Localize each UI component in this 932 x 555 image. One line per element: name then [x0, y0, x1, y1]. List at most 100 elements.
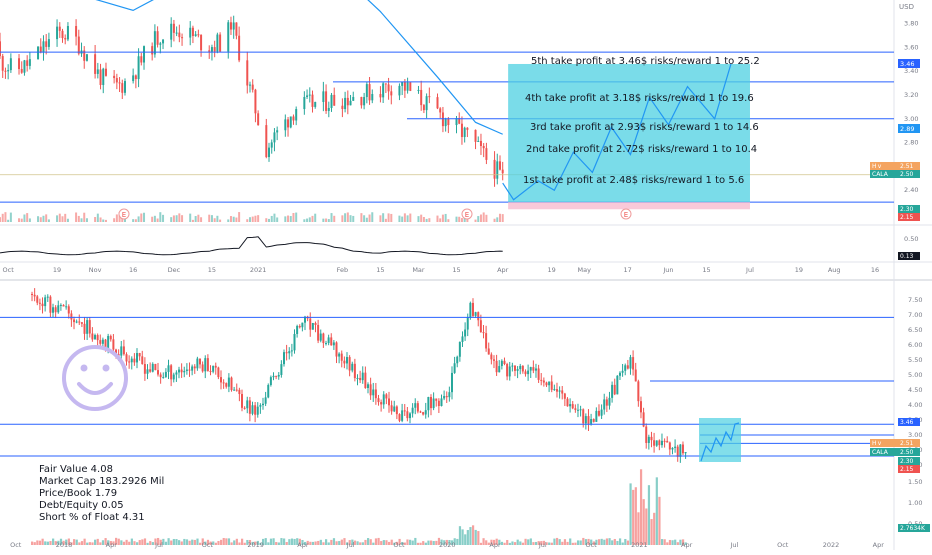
earnings-marker[interactable]: E — [620, 208, 632, 220]
time-tick-label: May — [577, 266, 591, 274]
candle-body — [344, 97, 347, 110]
candle-body — [159, 374, 162, 378]
candle-body — [134, 75, 137, 80]
time-tick-label: Oct — [3, 266, 15, 274]
volume-bar — [395, 541, 399, 545]
volume-bar — [474, 529, 477, 545]
volume-bar — [276, 217, 279, 222]
volume-bar — [629, 483, 632, 545]
candle-body — [684, 452, 687, 454]
volume-bar — [341, 215, 344, 222]
candle-body — [196, 358, 199, 369]
candle-body — [679, 444, 682, 457]
candle-body — [181, 37, 184, 39]
volume-bar — [513, 542, 517, 545]
stop-loss-box[interactable] — [508, 202, 750, 210]
volume-bar — [527, 539, 530, 545]
time-tick-label: 16 — [871, 266, 879, 274]
tag-ma: 2.89 — [900, 125, 914, 133]
earnings-marker[interactable]: E — [118, 208, 130, 220]
top-price-tags: 3.46 2.89 H v 2.51 CALA 2.50 2.30 2.15 0… — [870, 59, 920, 260]
candle-body — [561, 390, 564, 394]
volume-bar — [206, 539, 210, 545]
volume-bar — [387, 213, 390, 222]
volume-bar — [277, 542, 280, 545]
top-price-pane[interactable] — [0, 0, 894, 225]
time-tick-label: Apr — [106, 541, 118, 549]
candle-body — [227, 377, 230, 387]
candle-body — [104, 68, 107, 76]
volume-bar — [319, 539, 322, 545]
volume-bar — [390, 539, 393, 545]
earnings-marker[interactable]: E — [461, 208, 473, 220]
candle-body — [448, 392, 451, 398]
volume-bar — [344, 213, 347, 222]
volume-bar — [351, 539, 354, 545]
volume-bar — [377, 537, 380, 545]
volume-bar — [458, 526, 462, 545]
volume-bar — [1, 213, 4, 222]
volume-bar — [521, 542, 525, 545]
candle-body — [61, 30, 64, 39]
candle-body — [653, 440, 656, 446]
volume-bar — [537, 541, 540, 545]
candle-body — [159, 43, 162, 45]
volume-bar — [479, 214, 482, 222]
candle-body — [172, 374, 175, 380]
volume-bar — [36, 540, 39, 545]
candle-body — [232, 22, 235, 30]
volume-bar — [495, 538, 498, 545]
price-tick-label: 6.00 — [908, 341, 922, 349]
candle-body — [58, 26, 61, 31]
candle-body — [268, 147, 271, 158]
candle-body — [235, 22, 238, 36]
volume-bar — [115, 537, 118, 545]
volume-bar — [435, 540, 438, 545]
candle-body — [479, 140, 482, 147]
candle-body — [327, 337, 330, 344]
volume-bar — [275, 542, 278, 545]
volume-bar — [360, 213, 363, 222]
volume-bar — [671, 540, 674, 545]
volume-bar — [306, 540, 309, 545]
time-tick-label: Feb — [337, 266, 349, 274]
candle-body — [214, 365, 217, 368]
candle-body — [335, 342, 338, 357]
volume-bar — [314, 213, 317, 222]
volume-bar — [348, 540, 351, 545]
volume-bar — [506, 539, 509, 545]
candle-body — [406, 411, 409, 419]
candle-body — [122, 346, 125, 355]
candle-body — [429, 397, 432, 409]
volume-bar — [238, 212, 241, 222]
bottom-projection-box[interactable] — [699, 418, 741, 462]
volume-bar — [248, 539, 252, 545]
candle-body — [458, 341, 461, 357]
candle-body — [112, 339, 115, 350]
volume-bar — [85, 218, 88, 222]
candle-body — [241, 394, 244, 408]
volume-bar — [57, 540, 60, 545]
candle-body — [555, 389, 558, 392]
candle-body — [167, 365, 170, 372]
volume-bar — [650, 519, 653, 545]
volume-bar — [141, 539, 144, 545]
candle-body — [121, 83, 124, 93]
volume-bar — [655, 477, 658, 545]
candle-body — [117, 354, 120, 356]
candle-body — [267, 384, 270, 398]
take-profit-labels: 5th take profit at 3.46$ risks/reward 1 … — [523, 56, 760, 186]
candle-body — [498, 366, 501, 373]
price-tick-label: 5.00 — [908, 371, 922, 379]
candle-body — [663, 440, 666, 442]
volume-bar — [4, 212, 7, 222]
time-tick-label: Oct — [10, 541, 22, 549]
candle-body — [660, 440, 663, 446]
candle-body — [7, 70, 10, 72]
volume-bar — [9, 212, 12, 222]
volume-bar — [96, 538, 99, 545]
candle-body — [527, 370, 530, 375]
volume-bar — [482, 212, 485, 222]
projection-box[interactable] — [508, 63, 750, 203]
candle-body — [629, 357, 632, 369]
